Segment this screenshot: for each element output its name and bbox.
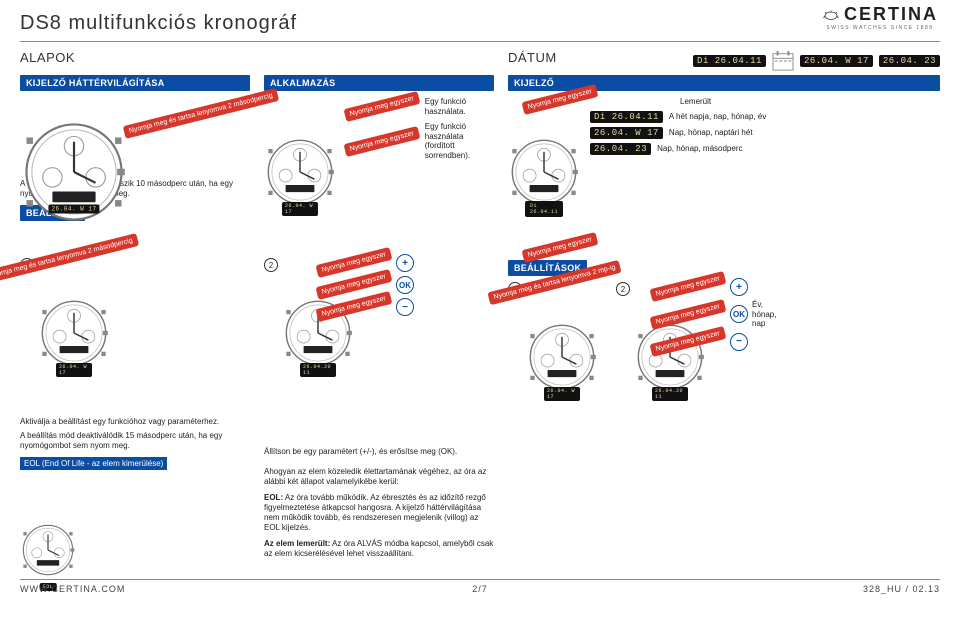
date-label: DÁTUM [508,50,557,65]
calendar-icon [772,51,794,71]
legend-lcd-1: Di 26.04.11 [590,111,663,123]
minus-icon-2: − [730,333,748,351]
section-basics: ALAPOK [20,50,494,65]
legend-txt-3: Nap, hónap, másodperc [657,144,742,154]
page-title: DS8 multifunkciós kronográf [20,12,940,35]
turtle-icon [822,8,840,22]
legend-row-1: Di 26.04.11 A hét napja, nap, hónap, év [590,111,940,123]
bubble-once-9: Nyomja meg egyszer [650,299,727,330]
plus-icon: + [396,254,414,272]
divider [20,41,940,42]
footer-left: WWW.CERTINA.COM [20,584,125,594]
section-date: DÁTUM Di 26.04.11 26.04. W 17 26.04. 23 [508,50,940,71]
legend-lcd-3: 26.04. 23 [590,143,651,155]
date-lcd-2: 26.04. W 17 [800,55,873,67]
display-lcd-main: Di 26.04.11 [525,201,563,217]
step-num-2: 2 [264,258,278,272]
watch-icon [526,282,598,432]
step2-lcd: 26.04.20 11 [300,363,336,377]
legend-lcd-2: 26.04. W 17 [590,127,663,139]
col-backlight: 26.04. W 17 Nyomja meg és tartsa lenyomv… [20,97,250,252]
eol-hdr: EOL (End Of Life - az elem kimerülése) [20,457,167,470]
brand-name: CERTINA [844,4,938,25]
legend-txt-2: Nap, hónap, naptári hét [669,128,753,138]
footer-center: 2/7 [472,584,488,594]
hdr-app: ALKALMAZÁS [264,75,494,91]
settings-step-1: 1 26.04. W 17 Nyomja meg és tartsa lenyo… [20,258,250,630]
col-app: 26.04. W 17 Nyomja meg egyszer Egy funkc… [264,97,494,252]
content-row-2: 1 26.04. W 17 Nyomja meg és tartsa lenyo… [20,258,940,630]
footer: WWW.CERTINA.COM 2/7 328_HU / 02.13 [20,579,940,594]
legend-row-3: 26.04. 23 Nap, hónap, másodperc [590,143,940,155]
eol-body-1: Ahogyan az elem közeledik élettartamának… [264,467,494,487]
bubble-once-2: Nyomja meg egyszer [344,126,421,157]
activate-note: Aktiválja a beállítást egy funkcióhoz va… [20,417,250,427]
date-lcd-3: 26.04. 23 [879,55,940,67]
plus-icon-2: + [730,278,748,296]
deactivate-note: A beállítás mód deaktiválódik 15 másodpe… [20,431,250,451]
ds1-lcd: 26.04. W 17 [544,387,580,401]
step1-lcd: 26.04. W 17 [56,363,92,377]
ds-step-2: 2 [616,282,630,296]
minus-icon: − [396,298,414,316]
app-lcd: 26.04. W 17 [282,202,318,216]
bubble-hold-2s: Nyomja meg és tartsa lenyomva 2 másodper… [123,88,279,139]
eol-body-2: EOL: Az óra tovább működik. Az ébresztés… [264,493,494,533]
eol-b3-bold: Az elem lemerült: [264,539,330,548]
watch-icon [38,258,110,408]
legend-row-2: 26.04. W 17 Nap, hónap, naptári hét [590,127,940,139]
ds2-lcd: 26.04.20 11 [652,387,688,401]
eol-body-3: Az elem lemerült: Az óra ALVÁS módba kap… [264,539,494,559]
watch-icon [264,97,336,247]
content-row-1: 26.04. W 17 Nyomja meg és tartsa lenyomv… [20,97,940,252]
date-lcd-1: Di 26.04.11 [693,55,766,67]
bubble-once-8: Nyomja meg egyszer [650,271,727,302]
settings-step-2: 2 26.04.20 11 Nyomja meg egyszer + Nyomj… [264,258,494,630]
ds2-side: Év, hónap, nap [752,300,780,329]
watch-icon [508,97,580,247]
brand: CERTINA SWISS WATCHES SINCE 1888 [822,4,938,31]
eol-b2-txt: Az óra tovább működik. Az ébresztés és a… [264,493,486,532]
col-display: Nyomja meg egyszer Nyomja meg egyszer Di… [508,97,940,252]
watch-icon [20,475,76,625]
legend-txt-1: A hét napja, nap, hónap, év [669,112,766,122]
legend-hdr: Lemerült [680,97,940,107]
watch-icon [20,97,128,247]
eol-b2-bold: EOL: [264,493,283,502]
page: DS8 multifunkciós kronográf CERTINA SWIS… [0,0,960,598]
brand-sub: SWISS WATCHES SINCE 1888 [822,25,938,31]
backlight-lcd: 26.04. W 17 [48,204,99,213]
fn1: Egy funkció használata. [425,97,494,116]
ok-icon-2: OK [730,305,748,323]
fn2: Egy funkció használata (fordított sorren… [425,122,494,160]
hdr-backlight: KIJELZŐ HÁTTÉRVILÁGÍTÁSA [20,75,250,91]
confirm-note: Állítson be egy paramétert (+/-), és erő… [264,447,494,457]
bubble-once-1: Nyomja meg egyszer [344,91,421,122]
ok-icon: OK [396,276,414,294]
display-settings: BEÁLLÍTÁSOK 1 26.04. W 17 Nyomja meg és … [508,258,940,630]
footer-right: 328_HU / 02.13 [863,584,940,594]
